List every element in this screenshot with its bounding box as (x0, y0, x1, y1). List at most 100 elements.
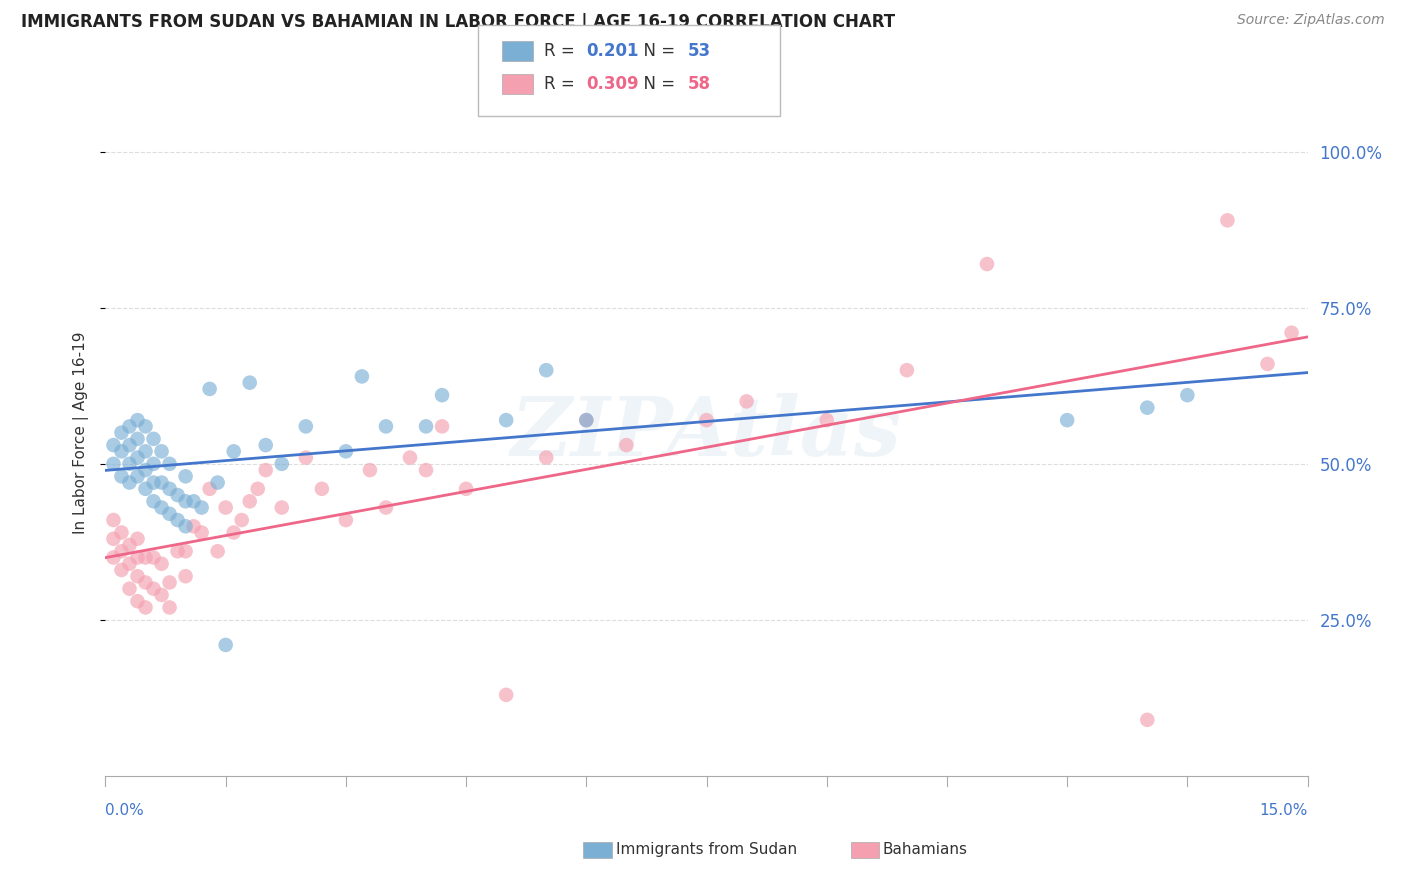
Point (127, 532, 149, 546)
Point (142, 550, 165, 565)
Point (110, 563, 132, 577)
Point (214, 500, 236, 515)
Point (1136, 401, 1159, 415)
Point (430, 419, 453, 434)
Point (174, 469, 197, 483)
Point (118, 438, 141, 452)
Point (135, 600, 157, 615)
Point (735, 394, 758, 409)
Point (415, 419, 437, 434)
Point (350, 369, 373, 384)
Point (198, 482, 221, 496)
Point (359, 463, 381, 477)
Point (295, 450, 318, 465)
Point (103, 532, 125, 546)
Point (150, 557, 173, 571)
Text: N =: N = (633, 75, 681, 93)
Point (103, 457, 125, 471)
Point (159, 507, 181, 521)
Point (110, 425, 132, 440)
Text: Bahamians: Bahamians (883, 842, 967, 856)
Text: 15.0%: 15.0% (1260, 803, 1308, 818)
Point (110, 444, 132, 458)
Point (118, 475, 141, 490)
Point (311, 482, 333, 496)
Text: R =: R = (544, 42, 581, 60)
Point (1216, 213, 1239, 227)
Point (103, 550, 125, 565)
Point (415, 463, 437, 477)
Point (207, 544, 229, 558)
Text: ZIPAtlas: ZIPAtlas (510, 392, 903, 473)
Point (399, 450, 422, 465)
Point (142, 582, 165, 596)
Point (150, 444, 173, 458)
Point (190, 525, 212, 540)
Point (166, 513, 188, 527)
Point (1257, 357, 1279, 371)
Text: Immigrants from Sudan: Immigrants from Sudan (616, 842, 797, 856)
Text: N =: N = (633, 42, 681, 60)
Text: 53: 53 (688, 42, 710, 60)
Point (150, 475, 173, 490)
Point (896, 363, 918, 377)
Point (159, 600, 181, 615)
Point (222, 444, 245, 458)
Point (430, 388, 453, 402)
Point (142, 475, 165, 490)
Point (495, 688, 517, 702)
Point (815, 413, 838, 427)
Point (231, 513, 253, 527)
Point (1136, 713, 1159, 727)
Point (254, 463, 277, 477)
Text: 0.309: 0.309 (586, 75, 638, 93)
Point (454, 482, 477, 496)
Point (222, 525, 245, 540)
Point (246, 482, 269, 496)
Point (534, 363, 557, 377)
Text: R =: R = (544, 75, 581, 93)
Y-axis label: In Labor Force | Age 16-19: In Labor Force | Age 16-19 (73, 331, 90, 534)
Point (174, 569, 197, 583)
Text: IMMIGRANTS FROM SUDAN VS BAHAMIAN IN LABOR FORCE | AGE 16-19 CORRELATION CHART: IMMIGRANTS FROM SUDAN VS BAHAMIAN IN LAB… (21, 13, 896, 31)
Point (190, 500, 212, 515)
Text: 58: 58 (688, 75, 710, 93)
Point (103, 438, 125, 452)
Point (110, 525, 132, 540)
Point (270, 500, 292, 515)
Point (976, 257, 998, 271)
Point (135, 550, 157, 565)
Point (166, 544, 188, 558)
Point (254, 438, 277, 452)
Point (183, 519, 205, 533)
Point (374, 419, 398, 434)
Point (575, 413, 598, 427)
Point (150, 500, 173, 515)
Point (118, 538, 141, 552)
Point (127, 469, 149, 483)
Point (183, 494, 205, 508)
Point (174, 544, 197, 558)
Point (127, 550, 149, 565)
Point (174, 494, 197, 508)
Point (335, 513, 357, 527)
Point (118, 582, 141, 596)
Point (127, 569, 149, 583)
Point (159, 575, 181, 590)
Point (135, 444, 157, 458)
Point (159, 482, 181, 496)
Point (159, 457, 181, 471)
Point (135, 575, 157, 590)
Point (207, 475, 229, 490)
Point (295, 419, 318, 434)
Point (214, 638, 236, 652)
Point (335, 444, 357, 458)
Point (127, 594, 149, 608)
Point (495, 413, 517, 427)
Point (1177, 388, 1199, 402)
Point (135, 463, 157, 477)
Point (142, 432, 165, 446)
Point (534, 450, 557, 465)
Point (575, 413, 598, 427)
Point (118, 419, 141, 434)
